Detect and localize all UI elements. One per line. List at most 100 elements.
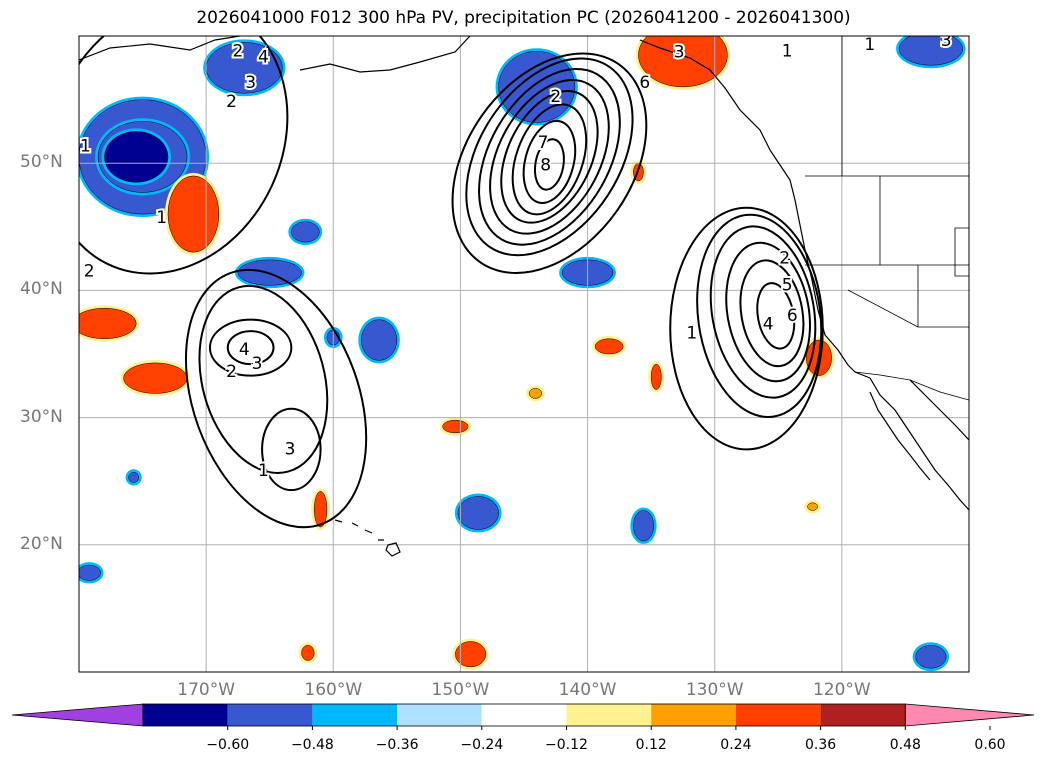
contour-label: 1: [258, 461, 269, 481]
lat-tick-label: 30°N: [20, 406, 63, 427]
lon-tick-label: 140°W: [558, 680, 617, 700]
pv-contour-1: [451, 52, 648, 274]
coastline-mexico: [909, 379, 969, 441]
contour-label: 4: [258, 48, 269, 68]
colorbar-tick-label: −0.60: [206, 737, 250, 753]
lon-tick-label: 160°W: [304, 680, 363, 700]
precip-area-neg3: [361, 319, 398, 361]
contour-label: 3: [245, 73, 256, 93]
contour-label: 1: [686, 324, 697, 344]
pv-contour-4: [489, 79, 610, 235]
colorbar-frame: [142, 703, 906, 727]
precip-area-pos2: [528, 388, 543, 399]
contour-label: 3: [252, 354, 263, 374]
plot-frame: [78, 35, 970, 673]
precip-area-pos3: [650, 363, 662, 390]
pv-contour-4: [725, 241, 811, 383]
contour-label: 4: [763, 315, 774, 335]
precip-area-pos3: [301, 645, 315, 661]
colorbar-box: [481, 704, 567, 726]
contour-label: 1: [156, 208, 167, 228]
pv-contour-2: [465, 57, 634, 257]
precip-area-pos4: [79, 307, 137, 339]
colorbar-tick-label: 0.24: [720, 737, 752, 753]
contour-label: 2: [779, 249, 790, 269]
coastline-bc: [769, 149, 806, 251]
precip-area-neg5: [104, 131, 169, 183]
colorbar-box: [143, 704, 228, 726]
pv-contour-6: [756, 282, 796, 350]
contour-label: 3: [674, 43, 685, 63]
precip-area-neg3: [498, 51, 576, 123]
contour-label: 8: [540, 156, 551, 176]
colorbar-tick-label: −0.24: [460, 737, 504, 753]
coastline-us-west: [804, 249, 871, 379]
pv-contour-1: [669, 206, 824, 451]
pv-contour-3: [709, 225, 817, 399]
colorbar-box: [820, 704, 906, 726]
contour-label: 2: [84, 261, 95, 281]
lon-tick-label: 130°W: [685, 680, 744, 700]
coastline-hawaii: [334, 519, 401, 557]
pv-contour-3: [208, 318, 293, 377]
precip-area-pos4: [313, 491, 328, 528]
pv-contour-6: [511, 103, 588, 216]
pv-contour-2: [696, 213, 823, 418]
pv-contour-8: [533, 138, 565, 191]
colorbar-tick-label: −0.48: [290, 737, 334, 753]
pv-contour-1: [184, 268, 368, 529]
lat-tick-label: 50°N: [20, 152, 63, 173]
lon-tick-label: 120°W: [812, 680, 871, 700]
colorbar: [11, 703, 1035, 730]
precip-area-neg3: [898, 36, 963, 66]
precip-area-neg3: [633, 510, 654, 542]
colorbar-tick-label: 0.60: [974, 737, 1006, 753]
precip-area-pos4: [167, 175, 220, 253]
colorbar-tick-label: 0.12: [635, 737, 667, 753]
colorbar-extend-high: [904, 703, 1035, 727]
contour-label: 7: [538, 133, 549, 153]
coastlines: [79, 36, 969, 557]
precip-area-neg3: [291, 221, 320, 243]
coastline-baja: [869, 377, 969, 511]
lat-tick-label: 40°N: [20, 279, 63, 300]
contour-label: 2: [226, 362, 237, 382]
colorbar-box: [651, 704, 736, 726]
lat-tick-label: 20°N: [20, 533, 63, 554]
colorbar-tick-label: −0.36: [375, 737, 419, 753]
precip-area-pos4: [455, 641, 487, 668]
precip-area-pos2: [807, 502, 818, 511]
pv-contour-3: [478, 67, 621, 246]
border-us-states: [805, 176, 969, 328]
pv-contour-5: [739, 259, 805, 368]
contour-label: 1: [80, 137, 91, 157]
colorbar-tick-label: 0.36: [805, 737, 837, 753]
colorbar-tick-label: 0.48: [889, 737, 921, 753]
precip-area-pos3: [594, 338, 624, 355]
contour-label: 6: [639, 73, 650, 93]
colorbar-extend-low: [11, 703, 144, 727]
colorbar-box: [312, 704, 398, 726]
pv-contours: [79, 36, 824, 529]
contour-label: 1: [864, 35, 875, 55]
contour-label: 2: [233, 41, 244, 61]
lon-tick-label: 170°W: [177, 680, 236, 700]
precip-area-neg3: [79, 564, 101, 581]
precip-area-neg3: [128, 472, 140, 483]
graticule: [79, 36, 969, 672]
precip-area-neg3: [915, 645, 947, 669]
contour-label: 4: [239, 340, 250, 360]
contour-label: 2: [550, 87, 561, 107]
contour-label: 1: [782, 41, 793, 61]
pv-contour-4: [226, 330, 275, 366]
precip-area-neg3: [457, 496, 499, 530]
pv-contour-2: [198, 284, 329, 474]
border-canada-us: [805, 36, 969, 177]
colorbar-box: [735, 704, 821, 726]
coastline-baja-west: [869, 391, 931, 481]
pv-contour-5: [500, 90, 599, 224]
contour-label: 5: [782, 275, 793, 295]
pv-contour-7: [522, 119, 577, 204]
